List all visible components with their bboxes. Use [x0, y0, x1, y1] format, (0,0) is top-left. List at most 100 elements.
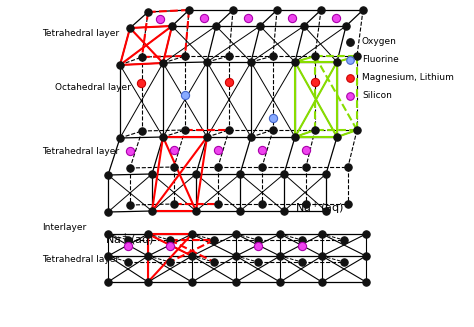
Point [346, 57, 354, 62]
Point [232, 279, 240, 284]
Point [212, 24, 220, 29]
Point [344, 164, 352, 170]
Point [291, 60, 299, 65]
Point [116, 62, 124, 68]
Point [166, 237, 174, 243]
Point [214, 147, 222, 153]
Point [232, 232, 240, 237]
Point [276, 279, 284, 284]
Point [247, 134, 255, 140]
Point [273, 8, 281, 13]
Point [300, 24, 308, 29]
Point [269, 53, 277, 59]
Point [181, 53, 189, 59]
Point [346, 39, 354, 44]
Point [276, 253, 284, 259]
Point [333, 134, 341, 140]
Point [280, 171, 288, 177]
Point [188, 279, 196, 284]
Point [247, 60, 255, 65]
Point [236, 171, 244, 177]
Point [192, 171, 200, 177]
Point [188, 232, 196, 237]
Text: Fluorine: Fluorine [362, 56, 399, 64]
Point [170, 201, 178, 207]
Point [225, 53, 233, 59]
Point [148, 171, 156, 177]
Point [144, 279, 152, 284]
Point [302, 147, 310, 153]
Point [346, 76, 354, 81]
Point [124, 259, 132, 265]
Point [254, 237, 262, 243]
Text: Oxygen: Oxygen [362, 38, 397, 46]
Text: Tetrahedral layer: Tetrahedral layer [42, 29, 119, 39]
Point [258, 147, 266, 153]
Point [214, 164, 222, 170]
Point [298, 259, 306, 265]
Point [269, 115, 277, 121]
Point [210, 259, 218, 265]
Point [104, 232, 112, 237]
Text: Tetrahedral layer: Tetrahedral layer [42, 147, 119, 157]
Point [298, 243, 306, 249]
Point [256, 24, 264, 29]
Point [288, 15, 296, 21]
Point [244, 15, 252, 21]
Text: Na$^+$(aq): Na$^+$(aq) [295, 199, 344, 217]
Point [342, 24, 350, 29]
Point [166, 243, 174, 249]
Point [203, 134, 211, 140]
Point [362, 232, 370, 237]
Point [298, 237, 306, 243]
Point [214, 201, 222, 207]
Point [126, 165, 134, 171]
Point [144, 9, 152, 15]
Point [318, 279, 326, 284]
Point [236, 208, 244, 214]
Point [126, 148, 134, 154]
Text: Magnesium, Lithium: Magnesium, Lithium [362, 74, 454, 82]
Point [280, 208, 288, 214]
Point [170, 147, 178, 153]
Point [159, 60, 167, 66]
Point [203, 60, 211, 65]
Point [181, 93, 189, 98]
Point [276, 232, 284, 237]
Point [353, 53, 361, 59]
Point [311, 128, 319, 133]
Point [138, 129, 146, 134]
Point [148, 208, 156, 214]
Point [269, 128, 277, 133]
Point [333, 60, 341, 65]
Point [188, 253, 196, 259]
Point [225, 79, 233, 85]
Point [291, 134, 299, 140]
Point [311, 79, 319, 85]
Point [170, 164, 178, 170]
Point [168, 24, 176, 29]
Point [181, 128, 189, 133]
Point [340, 259, 348, 265]
Point [254, 243, 262, 249]
Point [359, 8, 367, 13]
Point [232, 253, 240, 259]
Point [144, 232, 152, 237]
Point [340, 237, 348, 243]
Point [126, 202, 134, 208]
Point [254, 259, 262, 265]
Point [362, 279, 370, 284]
Point [311, 53, 319, 59]
Point [104, 172, 112, 178]
Point [346, 94, 354, 99]
Point [137, 80, 145, 86]
Point [317, 8, 325, 13]
Point [332, 15, 340, 21]
Point [200, 15, 208, 21]
Point [353, 128, 361, 133]
Point [258, 201, 266, 207]
Point [166, 259, 174, 265]
Point [192, 208, 200, 214]
Point [138, 54, 146, 60]
Point [229, 8, 237, 13]
